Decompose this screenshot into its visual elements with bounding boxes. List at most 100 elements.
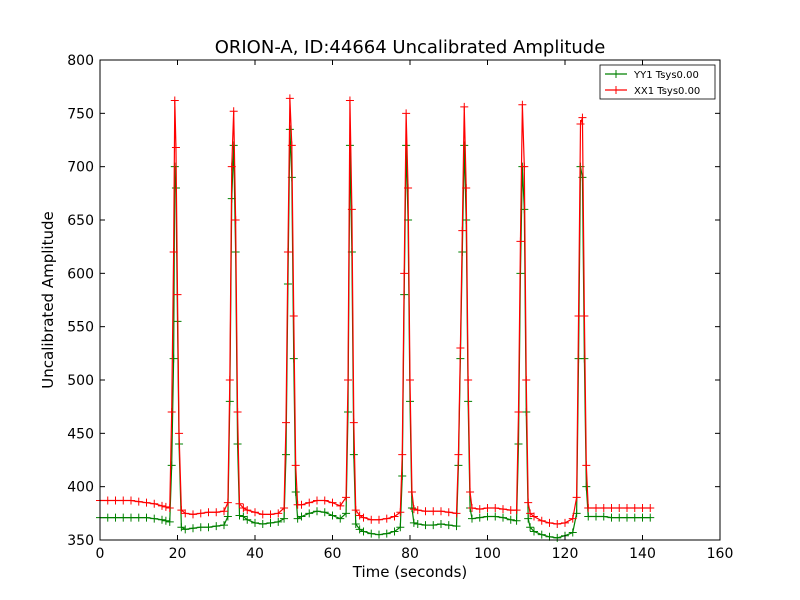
- data-point-marker: [576, 120, 585, 128]
- data-point-marker: [336, 501, 345, 510]
- data-point-marker: [355, 511, 364, 520]
- data-point-marker: [516, 237, 525, 246]
- data-point-marker: [526, 523, 535, 532]
- data-point-marker: [452, 509, 461, 518]
- data-point-marker: [454, 450, 463, 459]
- data-point-marker: [530, 512, 538, 521]
- data-point-marker: [189, 524, 197, 533]
- data-point-marker: [223, 512, 232, 521]
- data-point-marker: [280, 514, 289, 523]
- data-point-marker: [291, 461, 300, 470]
- data-point-marker: [266, 510, 275, 519]
- data-point-marker: [390, 527, 399, 536]
- data-point-marker: [345, 96, 354, 105]
- data-point-marker: [313, 496, 321, 505]
- data-point-marker: [359, 513, 368, 522]
- data-point-marker: [328, 511, 337, 520]
- data-point-marker: [158, 515, 166, 524]
- x-tick-label: 40: [246, 546, 264, 562]
- data-point-marker: [291, 488, 300, 496]
- data-point-marker: [220, 521, 228, 530]
- x-tick-label: 20: [169, 546, 187, 562]
- legend: YY1 Tsys0.00 XX1 Tsys0.00: [599, 64, 716, 100]
- data-point-marker: [227, 162, 236, 171]
- data-point-marker: [235, 511, 244, 520]
- data-point-marker: [584, 504, 593, 512]
- data-point-marker: [475, 505, 484, 514]
- data-point-marker: [359, 527, 368, 536]
- ticks-layer: 0 20 40 60 80 100 120 140 160 350 400 450 500 550 600 6…: [67, 53, 733, 562]
- data-point-marker: [524, 498, 533, 507]
- x-tick-label: 100: [474, 546, 501, 562]
- data-point-marker: [127, 496, 135, 505]
- series-layer: [96, 94, 655, 542]
- data-point-marker: [229, 107, 238, 116]
- x-axis-label: Time (seconds): [352, 563, 468, 581]
- data-point-marker: [103, 496, 112, 505]
- data-point-marker: [615, 513, 624, 522]
- data-point-marker: [349, 450, 358, 459]
- data-point-marker: [127, 513, 135, 522]
- data-point-marker: [181, 525, 190, 534]
- data-point-marker: [580, 312, 589, 320]
- data-point-marker: [196, 523, 205, 532]
- data-point-marker: [409, 505, 418, 514]
- data-point-marker: [287, 141, 296, 150]
- legend-label: YY1 Tsys0.00: [633, 70, 699, 81]
- data-point-marker: [274, 517, 283, 526]
- data-point-marker: [437, 520, 445, 528]
- data-point-marker: [212, 522, 221, 531]
- data-point-marker: [204, 523, 213, 532]
- data-point-marker: [177, 506, 186, 515]
- data-point-marker: [204, 508, 213, 517]
- data-point-marker: [499, 505, 507, 514]
- data-point-marker: [464, 376, 473, 384]
- data-point-marker: [382, 514, 391, 523]
- data-point-marker: [607, 513, 616, 522]
- data-point-marker: [169, 354, 178, 363]
- data-point-marker: [582, 482, 591, 491]
- data-point-marker: [167, 461, 176, 470]
- data-point-marker: [297, 500, 306, 509]
- data-point-marker: [407, 504, 416, 512]
- data-point-marker: [170, 96, 179, 105]
- data-point-marker: [568, 514, 577, 523]
- data-point-marker: [111, 513, 120, 522]
- data-point-marker: [367, 515, 376, 524]
- data-point-marker: [347, 205, 356, 214]
- data-point-marker: [444, 521, 453, 530]
- x-tick-label: 160: [707, 546, 734, 562]
- data-point-marker: [258, 520, 267, 528]
- data-point-marker: [289, 312, 298, 320]
- data-point-marker: [161, 516, 170, 525]
- data-point-marker: [251, 518, 259, 527]
- data-point-marker: [545, 532, 554, 541]
- data-point-marker: [437, 507, 445, 516]
- data-point-marker: [212, 508, 221, 517]
- data-point-marker: [280, 504, 289, 512]
- data-point-marker: [452, 522, 461, 531]
- legend-entries: YY1 Tsys0.00 XX1 Tsys0.00: [605, 70, 700, 97]
- data-point-marker: [111, 496, 120, 505]
- data-point-marker: [421, 507, 430, 516]
- data-point-marker: [468, 504, 476, 512]
- x-tick-label: 120: [552, 546, 579, 562]
- data-point-marker: [274, 509, 283, 518]
- data-point-marker: [239, 512, 248, 521]
- data-point-marker: [351, 506, 360, 515]
- data-point-marker: [592, 504, 600, 512]
- data-point-marker: [161, 502, 170, 511]
- data-point-marker: [553, 533, 562, 542]
- x-tick-label: 0: [96, 546, 105, 562]
- data-point-marker: [475, 513, 484, 522]
- data-point-marker: [599, 504, 608, 512]
- data-point-marker: [181, 509, 190, 518]
- data-point-marker: [483, 512, 492, 521]
- y-tick-label: 450: [67, 426, 94, 442]
- data-point-marker: [342, 509, 351, 518]
- data-point-marker: [568, 528, 577, 537]
- data-point-marker: [520, 162, 529, 171]
- data-point-marker: [530, 527, 538, 536]
- data-point-marker: [134, 513, 143, 522]
- data-point-marker: [320, 496, 329, 505]
